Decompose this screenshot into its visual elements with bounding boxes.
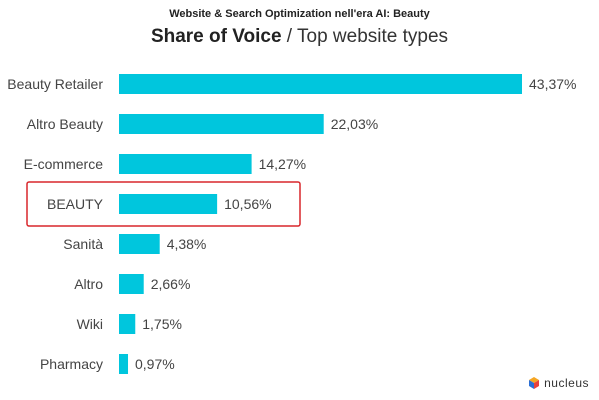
- highlight-box: [26, 181, 301, 227]
- category-label-sanit: Sanità: [63, 236, 103, 252]
- category-label-altro-beauty: Altro Beauty: [27, 116, 103, 132]
- value-label-altro-beauty: 22,03%: [331, 116, 378, 132]
- bar-wiki: [119, 314, 136, 334]
- bar-beauty-retailer: [119, 74, 522, 94]
- chart-supertitle: Website & Search Optimization nell'era A…: [169, 8, 430, 20]
- category-label-e-commerce: E-commerce: [24, 156, 104, 172]
- chart-title-bold: Share of Voice: [150, 26, 282, 47]
- value-label-pharmacy: 0,97%: [135, 356, 175, 372]
- value-label-beauty: 10,56%: [224, 196, 271, 212]
- category-label-beauty: BEAUTY: [47, 196, 104, 212]
- category-label-beauty-retailer: Beauty Retailer: [7, 76, 103, 92]
- nucleus-logo-icon: [529, 377, 540, 389]
- category-label-wiki: Wiki: [77, 316, 103, 332]
- bar-pharmacy: [119, 354, 129, 374]
- bar-altro-beauty: [119, 114, 324, 134]
- brand-logo: nucleus: [527, 376, 589, 390]
- chart-title: Share of Voice / Top website types: [0, 26, 599, 48]
- category-label-altro: Altro: [74, 276, 103, 292]
- value-label-sanit: 4,38%: [167, 236, 207, 252]
- value-label-wiki: 1,75%: [142, 316, 182, 332]
- bar-beauty: [119, 194, 218, 214]
- bar-altro: [119, 274, 144, 294]
- chart-title-rest: / Top website types: [281, 26, 449, 47]
- brand-name: nucleus: [544, 376, 589, 390]
- value-label-altro: 2,66%: [151, 276, 191, 292]
- bar-e-commerce: [119, 154, 252, 174]
- category-label-pharmacy: Pharmacy: [40, 356, 103, 372]
- bar-sanit: [119, 234, 160, 254]
- value-label-e-commerce: 14,27%: [259, 156, 306, 172]
- value-label-beauty-retailer: 43,37%: [529, 76, 576, 92]
